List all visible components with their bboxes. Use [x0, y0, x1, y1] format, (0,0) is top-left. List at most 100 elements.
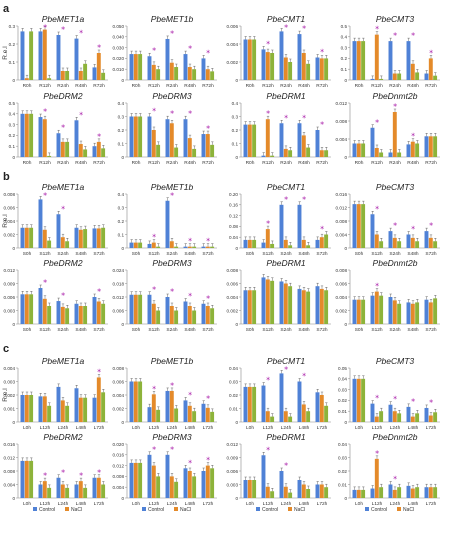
y-tick-label: 0.008: [336, 268, 348, 273]
bar-control: [56, 35, 61, 80]
x-tick-label: S72h: [93, 251, 105, 257]
bar-other: [379, 295, 384, 324]
bar-other: [47, 155, 52, 157]
bar-nacl: [428, 136, 433, 157]
bar-control: [147, 407, 152, 422]
bar-other: [83, 397, 88, 422]
significance-star: ∗: [60, 25, 65, 32]
bar-other: [270, 53, 275, 80]
bar-nacl: [265, 119, 270, 157]
bar-other: [83, 487, 88, 498]
bar-nacl: [356, 489, 361, 498]
bar-nacl: [392, 237, 397, 248]
y-tick-label: 0.02: [338, 469, 347, 474]
bar-other: [192, 148, 197, 157]
significance-star: ∗: [151, 233, 156, 240]
bar-nacl: [301, 484, 306, 498]
bar-other: [47, 78, 52, 80]
y-tick-label: 0.012: [4, 455, 16, 460]
y-tick-label: 0: [344, 322, 347, 327]
bar-nacl: [42, 396, 47, 422]
bar-other: [47, 306, 52, 324]
significance-star: ∗: [42, 107, 47, 114]
significance-star: ∗: [265, 445, 270, 452]
y-tick-label: 0.009: [4, 281, 16, 286]
x-tick-label: S24h: [389, 327, 401, 333]
bar-other: [270, 155, 275, 157]
significance-star: ∗: [96, 43, 101, 50]
bar-other: [379, 241, 384, 248]
bar-other: [288, 62, 293, 80]
bar-other: [433, 136, 438, 157]
bar-control: [38, 484, 43, 498]
x-tick-label: S72h: [93, 327, 105, 333]
significance-star: ∗: [410, 31, 415, 38]
significance-star: ∗: [319, 48, 324, 55]
chart-title: PbeMET1a: [42, 182, 85, 192]
y-tick-label: 0.3: [118, 205, 125, 210]
bar-control: [388, 404, 393, 422]
bar-control: [370, 488, 375, 498]
chart-title: PbeMET1a: [42, 14, 85, 24]
bar-control: [297, 381, 302, 422]
bar-control: [56, 386, 61, 422]
bar-nacl: [78, 397, 83, 422]
bar-nacl: [247, 480, 252, 498]
chart-title: PbeCMT3: [376, 182, 415, 192]
bar-nacl: [205, 69, 210, 80]
bar-other: [29, 460, 34, 498]
significance-star: ∗: [42, 23, 47, 30]
chart-title: PbeCMT1: [267, 14, 306, 24]
bar-control: [261, 455, 266, 498]
significance-star: ∗: [319, 120, 324, 127]
x-tick-label: S48h: [407, 327, 419, 333]
y-tick-label: 0.008: [113, 474, 125, 479]
bar-control: [92, 297, 97, 324]
y-tick-label: 0.001: [4, 406, 16, 411]
significance-star: ∗: [151, 445, 156, 452]
significance-star: ∗: [169, 381, 174, 388]
significance-star: ∗: [187, 390, 192, 397]
x-tick-label: S24h: [389, 251, 401, 257]
chart-title: PbeDRM2: [43, 258, 82, 268]
legend-label-nacl: NaCl: [294, 507, 305, 513]
bar-control: [388, 231, 393, 248]
bar-other: [156, 246, 161, 248]
chart-title: PbeDRM3: [152, 432, 191, 442]
x-tick-label: R0h: [132, 160, 141, 166]
bar-control: [201, 134, 206, 157]
bar-control: [92, 67, 97, 80]
x-tick-label: S48h: [407, 251, 419, 257]
bar-other: [47, 240, 52, 248]
bar-nacl: [428, 58, 433, 80]
bar-nacl: [96, 228, 101, 248]
bar-nacl: [428, 415, 433, 422]
y-tick-label: 0.030: [113, 45, 125, 50]
bar-control: [352, 489, 357, 498]
x-tick-label: L72h: [94, 501, 105, 507]
significance-star: ∗: [169, 445, 174, 452]
bar-control: [129, 462, 134, 498]
significance-star: ∗: [428, 48, 433, 55]
bar-nacl: [374, 34, 379, 80]
bar-nacl: [24, 78, 29, 80]
bar-control: [129, 381, 134, 422]
y-tick-label: 0.2: [118, 219, 125, 224]
bar-nacl: [283, 486, 288, 498]
chart-a-PbeMET1b: PbeMET1b 0 0.010 0.020 0.030 0.040 0.050 R0h ∗ R1…: [113, 14, 217, 89]
significance-star: ∗: [283, 195, 288, 202]
y-tick-label: 0.3: [341, 45, 348, 50]
bar-control: [147, 116, 152, 157]
y-tick-label: 0.2: [9, 133, 16, 138]
chart-a-PbeDRM2: PbeDRM2 0 0.1 0.2 0.3 0.4 0.5 R0h ∗ R12h ∗ R24h ∗ R48…: [9, 91, 108, 166]
y-tick-label: 0.016: [4, 442, 16, 447]
y-tick-label: 0: [121, 78, 124, 83]
bar-other: [288, 492, 293, 498]
y-tick-label: 0.04: [338, 442, 347, 447]
bar-control: [74, 120, 79, 157]
chart-a-PbeDnmt2b: PbeDnmt2b 0 0.004 0.008 0.012 R0h ∗ R12h ∗ R24h ∗ R…: [336, 91, 440, 166]
y-tick-label: 0.1: [9, 60, 16, 65]
bar-nacl: [247, 386, 252, 422]
bar-other: [270, 243, 275, 248]
bar-control: [315, 57, 320, 80]
